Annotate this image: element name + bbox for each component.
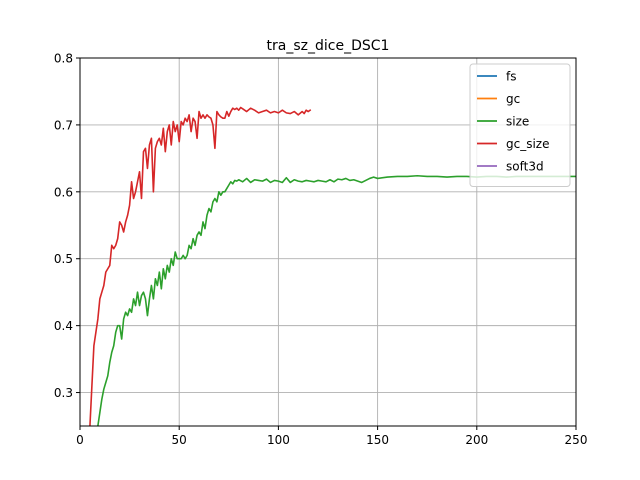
plot-frame	[79, 57, 577, 427]
legend-label: size	[506, 115, 529, 129]
legend-label: soft3d	[506, 160, 544, 174]
chart-title: tra_sz_dice_DSC1	[267, 38, 390, 54]
y-tick-label: 0.4	[54, 319, 73, 333]
series-line-size	[97, 174, 576, 426]
y-tick-label: 0.8	[54, 52, 73, 66]
y-tick-label: 0.6	[54, 185, 73, 199]
x-tick-label: 0	[76, 433, 84, 447]
x-tick-label: 250	[565, 433, 588, 447]
series-line-gc-size	[89, 106, 312, 426]
series-layer	[89, 106, 576, 426]
y-tick-label: 0.3	[54, 386, 73, 400]
y-tick-label: 0.5	[54, 252, 73, 266]
legend-label: gc	[506, 92, 520, 106]
x-tick-label: 200	[465, 433, 488, 447]
legend-box	[469, 63, 571, 187]
axis-ticks: 0 50 100 150 200 250 0.3 0.4 0.5 0.6 0.7 0.8	[54, 52, 588, 448]
x-tick-label: 50	[172, 433, 187, 447]
legend-label: gc_size	[506, 137, 549, 151]
x-tick-label: 150	[366, 433, 389, 447]
x-tick-label: 100	[267, 433, 290, 447]
y-tick-label: 0.7	[54, 118, 73, 132]
legend-label: fs	[506, 70, 516, 84]
legend: fs gc size gc_size soft3d	[469, 63, 571, 187]
